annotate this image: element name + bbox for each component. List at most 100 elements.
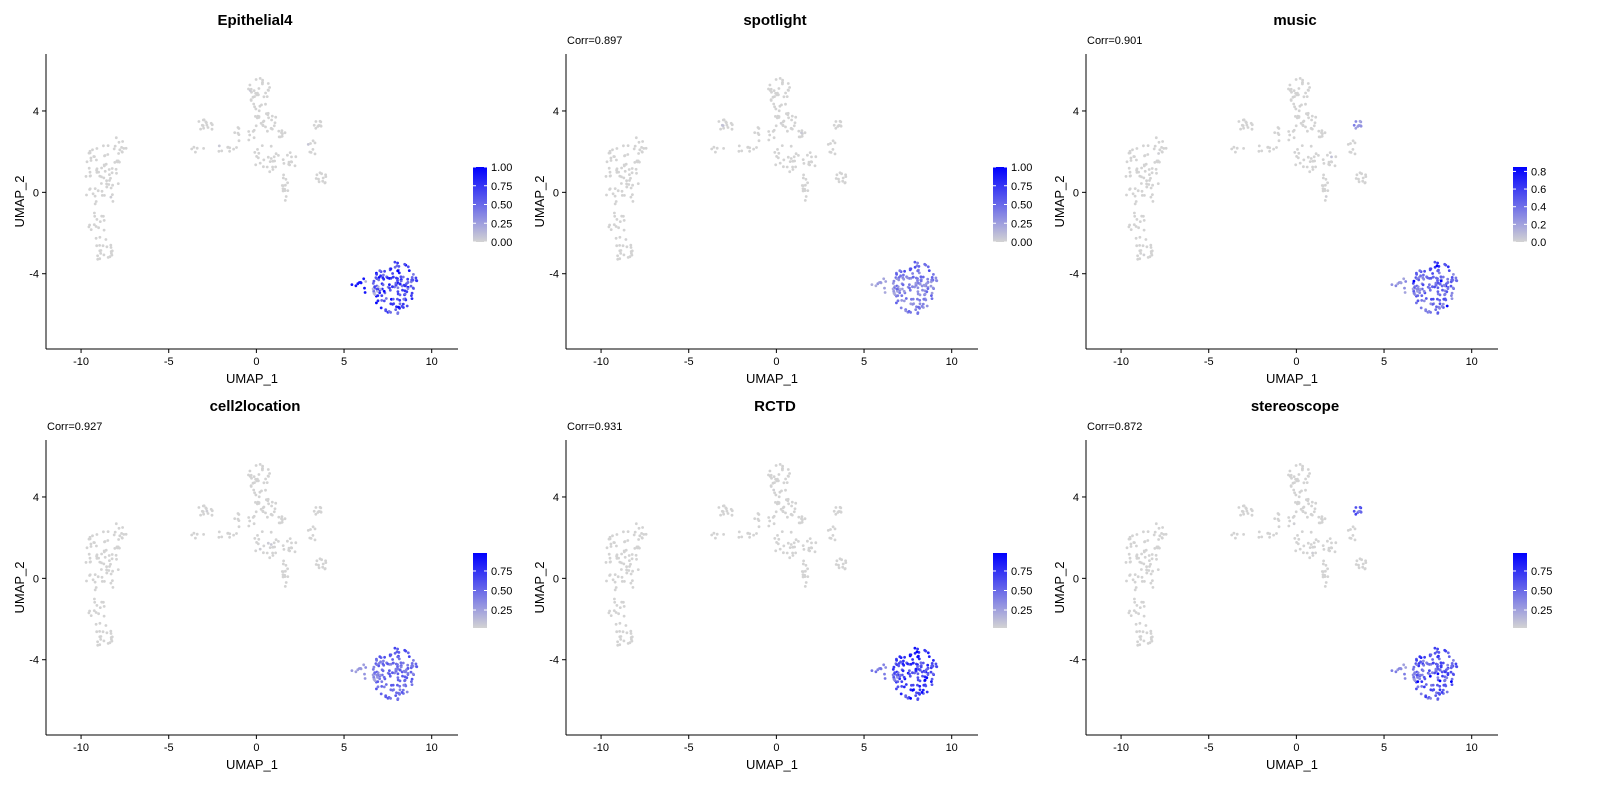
scatter-point — [253, 105, 256, 108]
scatter-point — [1364, 561, 1367, 564]
scatter-point — [633, 534, 636, 537]
scatter-point — [1451, 276, 1454, 279]
scatter-point — [1258, 536, 1261, 539]
scatter-point — [1451, 678, 1454, 681]
scatter-point — [99, 606, 102, 609]
scatter-point — [402, 298, 405, 301]
scatter-point — [117, 182, 120, 185]
scatter-point — [926, 305, 929, 308]
scatter-point — [261, 81, 264, 84]
scatter-point — [232, 148, 235, 151]
scatter-point — [623, 541, 626, 544]
chart-title: RCTD — [754, 398, 796, 415]
scatter-point — [202, 119, 205, 122]
scatter-point — [277, 154, 280, 157]
scatter-point — [1260, 536, 1263, 539]
scatter-point — [377, 685, 380, 688]
x-tick-label: -10 — [593, 742, 609, 754]
scatter-point — [264, 489, 267, 492]
scatter-point — [608, 612, 611, 615]
scatter-point — [1432, 298, 1435, 301]
scatter-point — [1359, 120, 1362, 123]
scatter-point — [324, 181, 327, 184]
umap-panel-rctd: RCTD Corr=0.931 -10 -5 0 5 10 4 0 -4 UMAP_1 UMAP_2 0… — [520, 386, 1040, 772]
scatter-point — [612, 541, 615, 544]
scatter-point — [218, 536, 221, 539]
scatter-point — [842, 563, 845, 566]
scatter-point — [1242, 510, 1245, 513]
scatter-point — [286, 154, 289, 157]
x-tick-label: 10 — [426, 742, 438, 754]
scatter-point — [95, 159, 98, 162]
scatter-point — [614, 589, 617, 592]
scatter-point — [802, 573, 805, 576]
legend-label: 0.50 — [1531, 586, 1552, 598]
scatter-point — [746, 532, 749, 535]
scatter-point — [264, 103, 267, 106]
scatter-point — [1423, 290, 1426, 293]
scatter-point — [1404, 291, 1407, 294]
scatter-point — [1236, 533, 1239, 536]
scatter-point — [1308, 472, 1311, 475]
scatter-point — [190, 534, 193, 537]
scatter-point — [1145, 565, 1148, 568]
scatter-point — [613, 601, 616, 604]
scatter-point — [1362, 177, 1365, 180]
scatter-point — [1158, 141, 1161, 144]
scatter-point — [1161, 140, 1164, 143]
scatter-point — [615, 237, 618, 240]
scatter-point — [253, 475, 256, 478]
scatter-point — [1151, 171, 1154, 174]
scatter-point — [1297, 538, 1300, 541]
scatter-point — [755, 146, 758, 149]
scatter-point — [397, 306, 400, 309]
scatter-point — [196, 533, 199, 536]
scatter-point — [85, 175, 88, 178]
scatter-point — [220, 536, 223, 539]
scatter-point — [616, 218, 619, 221]
scatter-point — [382, 669, 385, 672]
scatter-point — [726, 124, 729, 127]
scatter-point — [262, 124, 265, 127]
scatter-point — [902, 283, 905, 286]
scatter-point — [108, 554, 111, 557]
scatter-point — [1242, 119, 1245, 122]
scatter-point — [97, 575, 100, 578]
scatter-point — [805, 195, 808, 198]
scatter-point — [635, 554, 638, 557]
scatter-point — [1450, 671, 1453, 674]
scatter-point — [635, 136, 638, 139]
scatter-point — [798, 522, 801, 525]
scatter-point — [1317, 516, 1320, 519]
scatter-point — [1314, 116, 1317, 119]
scatter-point — [1402, 663, 1405, 666]
x-axis-label: UMAP_1 — [746, 371, 798, 386]
scatter-point — [775, 78, 778, 81]
scatter-point — [793, 510, 796, 513]
scatter-point — [773, 129, 776, 132]
scatter-point — [783, 481, 786, 484]
scatter-point — [768, 134, 771, 137]
scatter-point — [1126, 546, 1129, 549]
scatter-point — [789, 160, 792, 163]
scatter-point — [376, 294, 379, 297]
scatter-point — [1438, 685, 1441, 688]
scatter-point — [1391, 283, 1394, 286]
x-tick-label: 5 — [341, 356, 347, 368]
scatter-point — [1455, 663, 1458, 666]
scatter-point — [777, 538, 780, 541]
scatter-point — [614, 581, 617, 584]
scatter-point — [406, 664, 409, 667]
scatter-point — [384, 695, 387, 698]
scatter-point — [897, 285, 900, 288]
scatter-point — [781, 81, 784, 84]
scatter-point — [1307, 502, 1310, 505]
scatter-point — [787, 116, 790, 119]
scatter-point — [787, 542, 790, 545]
scatter-point — [1353, 510, 1356, 513]
scatter-point — [247, 88, 250, 91]
scatter-point — [919, 294, 922, 297]
scatter-point — [249, 84, 252, 87]
scatter-point — [1423, 270, 1426, 273]
scatter-point — [103, 155, 106, 158]
